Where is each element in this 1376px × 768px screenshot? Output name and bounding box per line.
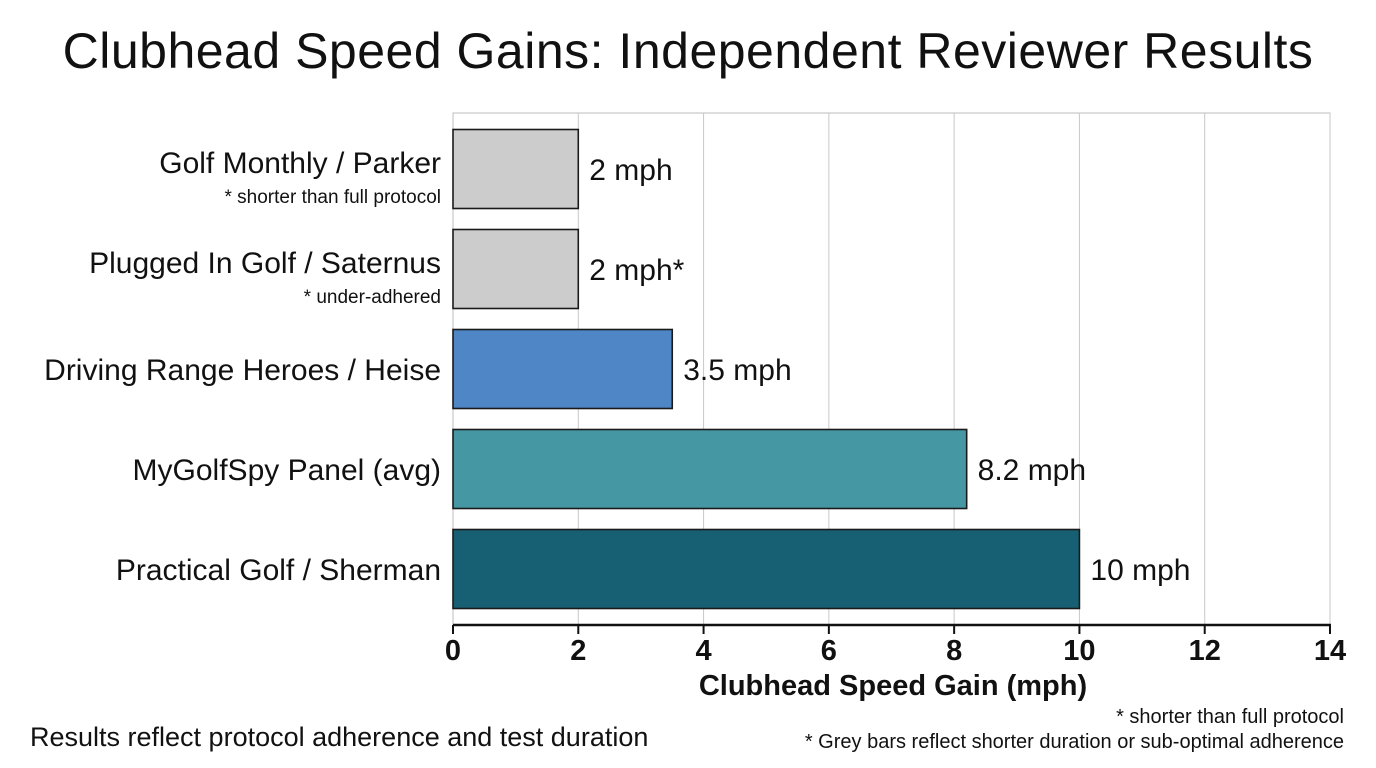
value-label-3: 8.2 mph [978, 454, 1086, 487]
chart-title: Clubhead Speed Gains: Independent Review… [62, 23, 1314, 79]
footnote-right-2: * Grey bars reflect shorter duration or … [804, 731, 1344, 753]
value-label-2: 3.5 mph [683, 354, 791, 387]
bar-0 [452, 128, 580, 210]
x-tick-label-0: 0 [445, 635, 461, 667]
value-label-0: 2 mph [589, 154, 672, 187]
value-label-1: 2 mph* [589, 254, 684, 287]
bar-4 [452, 528, 1081, 610]
x-tick-label-7: 14 [1314, 635, 1346, 667]
x-tick-label-2: 4 [696, 635, 712, 667]
x-tick-label-6: 12 [1189, 635, 1221, 667]
bar-2 [452, 328, 674, 410]
bar-3 [452, 428, 968, 510]
category-label-1: Plugged In Golf / Saternus [89, 247, 441, 280]
category-label-0: Golf Monthly / Parker [159, 147, 441, 180]
category-label-2: Driving Range Heroes / Heise [44, 354, 441, 387]
category-note-0: * shorter than full protocol [224, 187, 441, 208]
value-label-4: 10 mph [1090, 554, 1190, 587]
x-tick-label-4: 8 [946, 635, 962, 667]
footnote-right-1: * shorter than full protocol [1116, 706, 1344, 728]
category-label-4: Practical Golf / Sherman [116, 554, 441, 587]
x-tick-label-3: 6 [821, 635, 837, 667]
footnote-left: Results reflect protocol adherence and t… [30, 722, 649, 752]
category-label-3: MyGolfSpy Panel (avg) [133, 454, 441, 487]
bar-1 [452, 228, 580, 310]
x-tick-label-1: 2 [570, 635, 586, 667]
x-tick-label-5: 10 [1063, 635, 1095, 667]
category-note-1: * under-adhered [304, 287, 441, 308]
x-axis-title: Clubhead Speed Gain (mph) [699, 670, 1087, 702]
